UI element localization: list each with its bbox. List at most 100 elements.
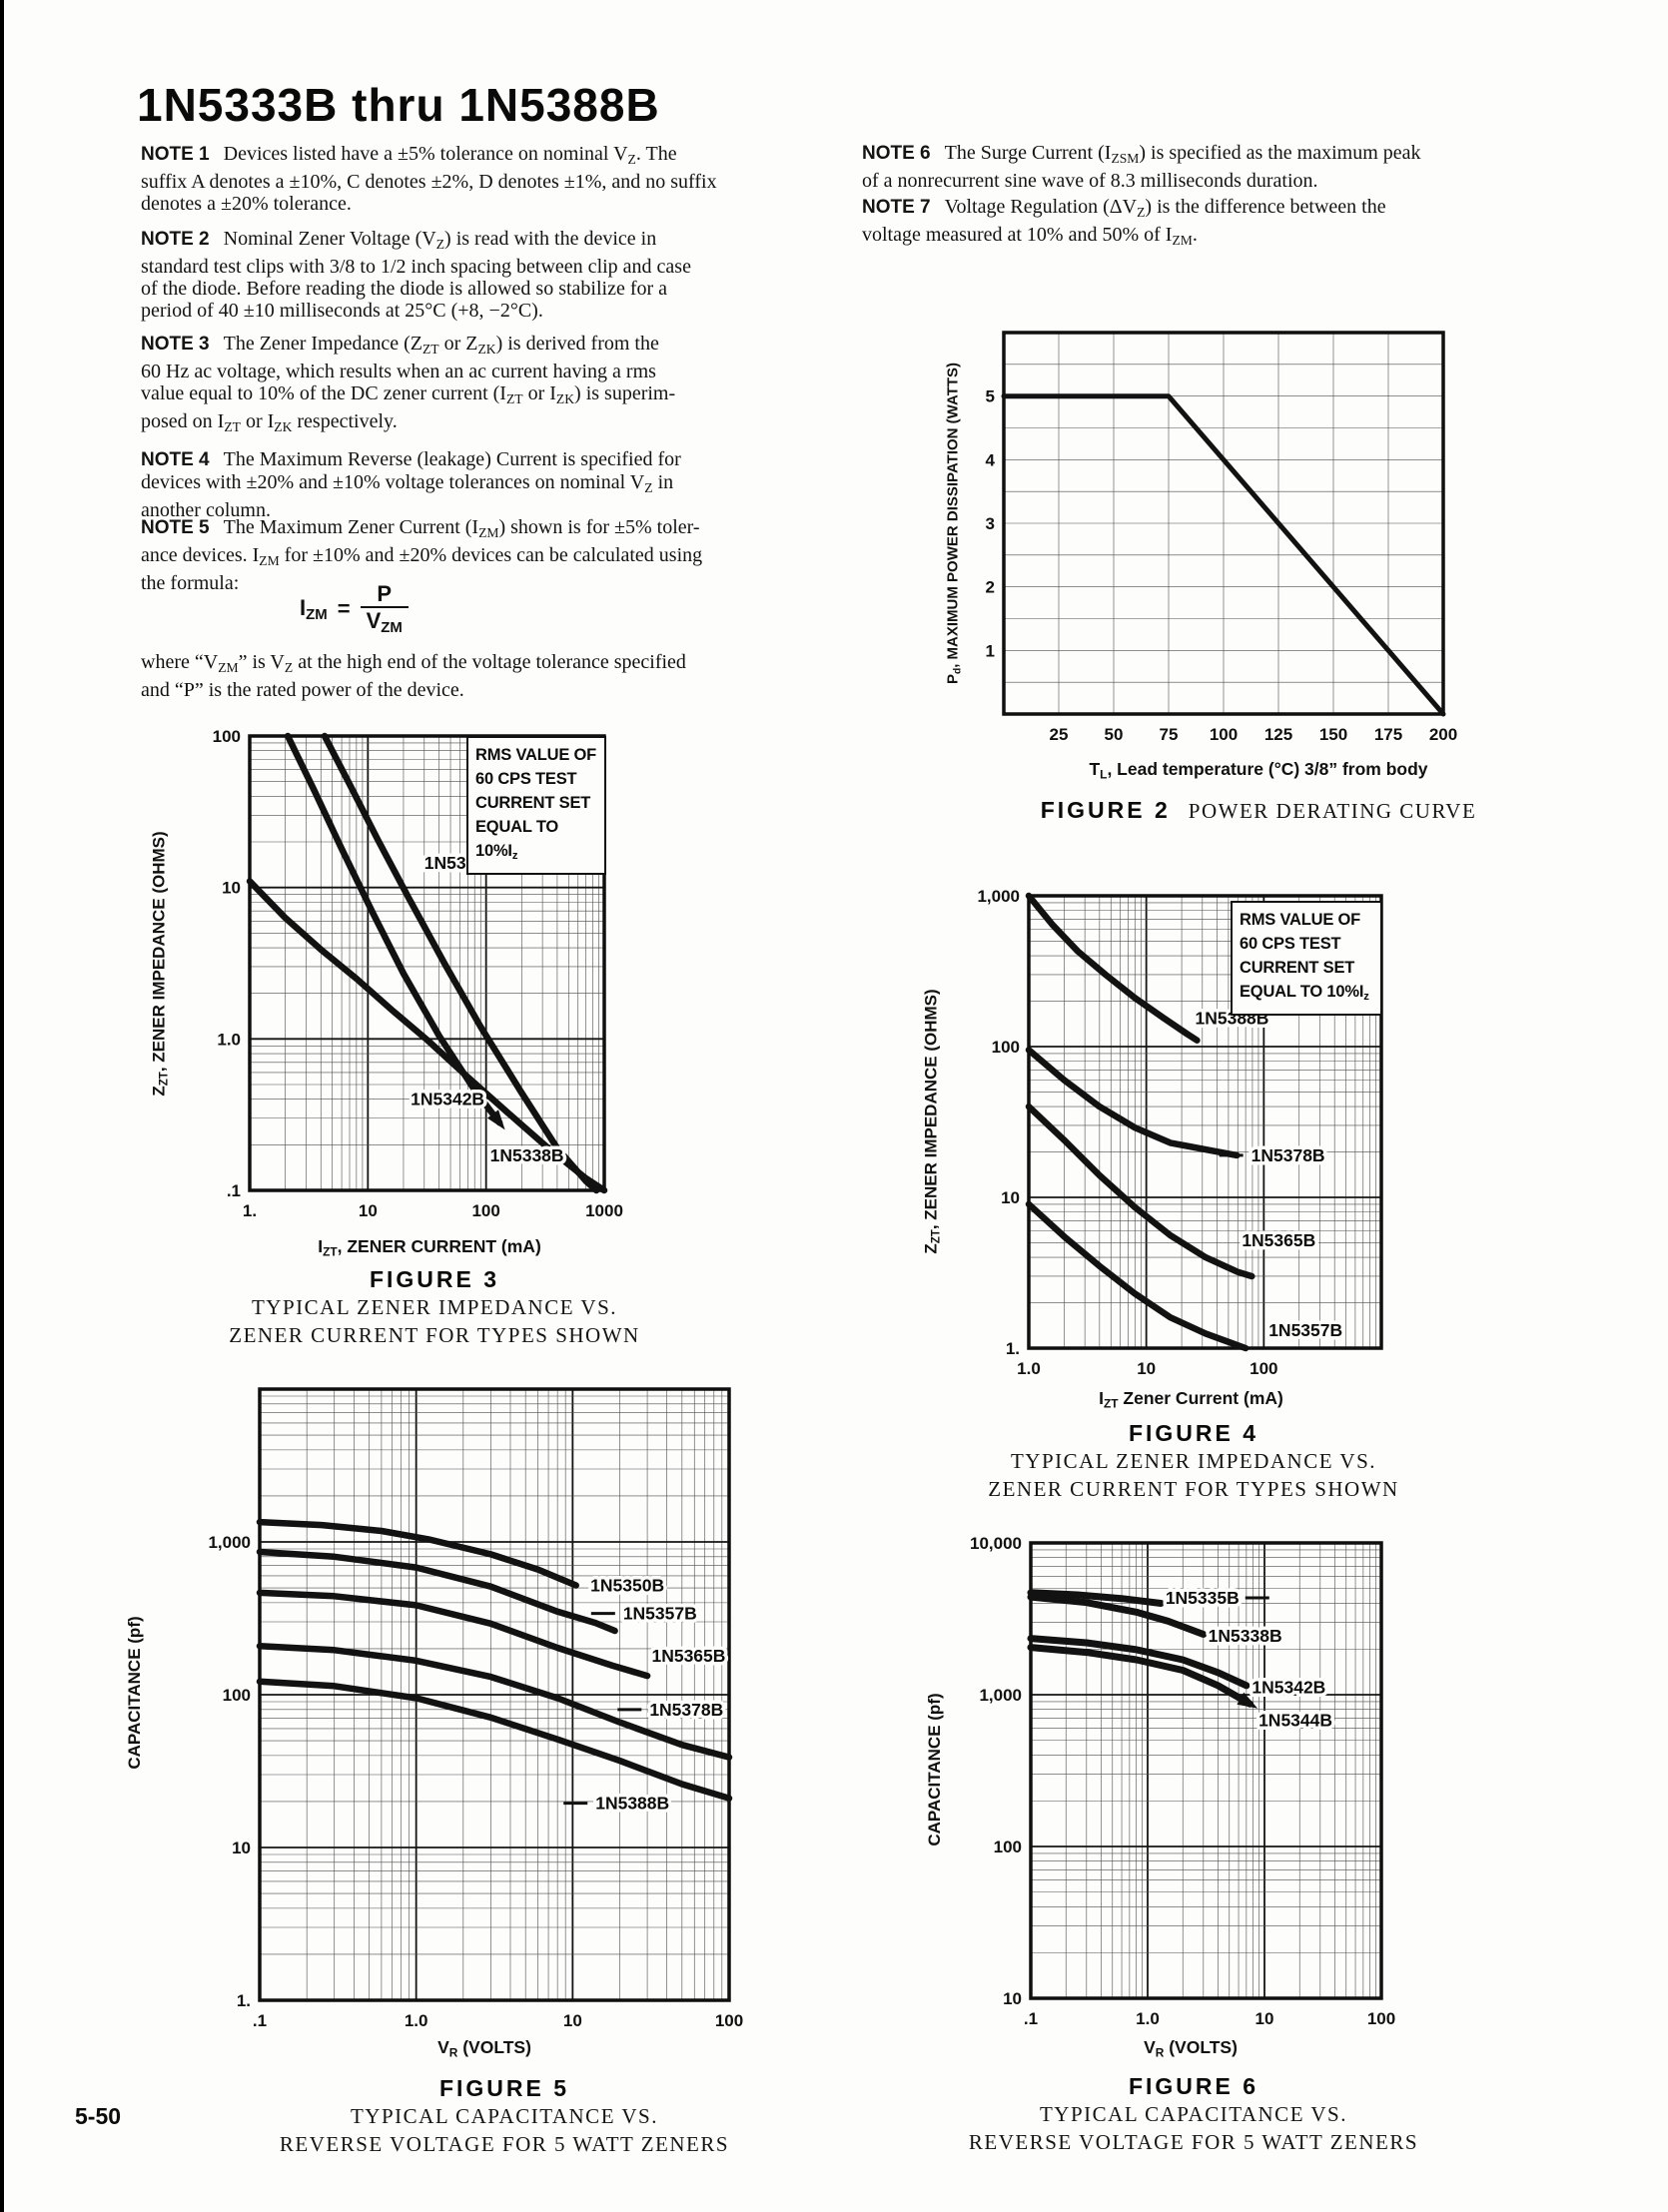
figure-5-title-line2: REVERSE VOLTAGE FOR 5 WATT ZENERS <box>279 2132 730 2156</box>
formula-lhs: IZM <box>300 594 328 624</box>
y-tick-label: 1.0 <box>217 1030 241 1049</box>
figure-6-x-axis-label: VR (VOLTS) <box>1144 2037 1238 2060</box>
y-tick-label: 100 <box>994 1838 1022 1856</box>
figure-5-number: FIGURE 5 <box>438 2075 570 2101</box>
y-tick-label: 1 <box>986 641 995 660</box>
curve-label-1N5365B: 1N5365B <box>651 1646 725 1666</box>
formula-equals: = <box>337 595 351 621</box>
y-tick-label: 10 <box>232 1839 251 1857</box>
figure-2-chart: 25 50 75 100 125 150 175 200 1 2 3 4 5 <box>986 331 1457 744</box>
curve-label-1N5344B: 1N5344B <box>1258 1710 1332 1730</box>
curve-label-1N5357B: 1N5357B <box>623 1604 697 1624</box>
figure-5-chart: .1 1.0 10 100 1,000 100 10 1. 1N5350B 1N5357B 1N53… <box>208 1387 743 2030</box>
y-tick-label: 10 <box>222 879 241 898</box>
plot-frame <box>1029 1541 1383 2000</box>
figure-3-test-condition-note: RMS VALUE OF 60 CPS TEST CURRENT SET EQUAL … <box>466 736 606 876</box>
curve-label-1N5350B: 1N5350B <box>590 1575 664 1595</box>
note-1-label: NOTE 1 <box>141 144 210 165</box>
note-4-label: NOTE 4 <box>141 449 210 470</box>
curve-1N5357B <box>256 1548 618 1635</box>
plot-frame <box>1027 894 1383 1350</box>
formula-numerator: P <box>377 581 393 606</box>
curve-1N5378B <box>1025 1047 1241 1159</box>
curve-label-1N5342B: 1N5342B <box>411 1090 484 1109</box>
x-tick-label: 100 <box>715 2011 743 2030</box>
curve-1N5335B <box>1027 1589 1165 1607</box>
curve-1N5365B <box>256 1589 651 1680</box>
note-3: NOTE 3 The Zener Impedance (ZZT or ZZK) i… <box>141 333 824 437</box>
plot-frame <box>258 1387 731 2002</box>
formula-fraction: P VZM <box>360 581 409 636</box>
curve-1N5388B <box>256 1678 733 1802</box>
note-4: NOTE 4 The Maximum Reverse (leakage) Curr… <box>141 448 824 521</box>
x-tick-label: 150 <box>1319 725 1347 744</box>
figure-6-title-line2: REVERSE VOLTAGE FOR 5 WATT ZENERS <box>968 2130 1419 2154</box>
note-6-text: The Surge Current (IZSM) is specified as… <box>862 142 1421 192</box>
figure-5-x-axis-label: VR (VOLTS) <box>437 2037 531 2060</box>
figure-3-caption: FIGURE 3 TYPICAL ZENER IMPEDANCE VS. ZEN… <box>180 1266 689 1349</box>
curve-label-1N5335B: 1N5335B <box>1166 1588 1240 1608</box>
note-7: NOTE 7 Voltage Regulation (ΔVZ) is the di… <box>862 196 1555 252</box>
figure-5-caption: FIGURE 5 TYPICAL CAPACITANCE VS. REVERSE… <box>205 2075 804 2158</box>
figure-2-title: POWER DERATING CURVE <box>1188 799 1477 823</box>
figure-2-number: FIGURE 2 <box>1040 797 1171 823</box>
note-4-text: The Maximum Reverse (leakage) Current is… <box>141 448 681 521</box>
x-tick-label: 1.0 <box>405 2011 428 2030</box>
figure-6-y-axis-label: CAPACITANCE (pf) <box>925 1693 944 1846</box>
note-2: NOTE 2 Nominal Zener Voltage (VZ) is read… <box>141 228 824 322</box>
y-tick-label: 100 <box>213 727 241 746</box>
note-3-text: The Zener Impedance (ZZT or ZZK) is deri… <box>141 333 676 434</box>
curve-label-1N5342B: 1N5342B <box>1251 1678 1325 1698</box>
note-7-text: Voltage Regulation (ΔVZ) is the differen… <box>862 196 1386 248</box>
note-5-label: NOTE 5 <box>141 517 210 538</box>
curve-1N5342B <box>246 878 608 1194</box>
x-tick-label: 100 <box>1250 1359 1277 1378</box>
curve-label-1N5357B: 1N5357B <box>1268 1320 1342 1340</box>
figure-3-title-line2: ZENER CURRENT FOR TYPES SHOWN <box>229 1323 640 1347</box>
curve-1N5388B <box>1025 892 1201 1044</box>
x-tick-label: 100 <box>1367 2009 1395 2028</box>
y-tick-label: 2 <box>986 578 995 597</box>
y-tick-label: 1,000 <box>208 1533 251 1552</box>
curve-label-1N5338B: 1N5338B <box>1209 1626 1282 1646</box>
figure-6-title-line1: TYPICAL CAPACITANCE VS. <box>1039 2102 1347 2126</box>
x-tick-label: 10 <box>563 2011 582 2030</box>
figure-6-number: FIGURE 6 <box>1128 2073 1259 2099</box>
figure-2-caption: FIGURE 2 POWER DERATING CURVE <box>974 797 1543 825</box>
curve-label-1N5378B: 1N5378B <box>649 1700 723 1720</box>
note-1-text: Devices listed have a ±5% tolerance on n… <box>141 143 717 215</box>
note-6: NOTE 6 The Surge Current (IZSM) is specif… <box>862 142 1555 192</box>
curve-1N5365B <box>1025 1103 1255 1280</box>
curve-label-1N5378B: 1N5378B <box>1251 1145 1325 1165</box>
figure-5-title-line1: TYPICAL CAPACITANCE VS. <box>350 2104 658 2128</box>
y-tick-label: 1,000 <box>977 887 1020 906</box>
figure-4-number: FIGURE 4 <box>1128 1420 1259 1446</box>
formula-denominator: VZM <box>360 606 409 636</box>
y-tick-label: .1 <box>227 1181 241 1200</box>
x-tick-label: 200 <box>1429 725 1457 744</box>
y-tick-label: 10,000 <box>970 1534 1022 1553</box>
x-tick-label: 50 <box>1105 725 1124 744</box>
x-tick-label: 100 <box>1210 725 1238 744</box>
figure-6-chart: .1 1.0 10 100 10,000 1,000 100 10 1N5335B 1N5338B… <box>970 1534 1395 2028</box>
note-7-label: NOTE 7 <box>862 197 931 218</box>
figure-2-y-axis-label: Pd, MAXIMUM POWER DISSIPATION (WATTS) <box>944 362 964 685</box>
figure-6-caption: FIGURE 6 TYPICAL CAPACITANCE VS. REVERSE… <box>959 2073 1428 2156</box>
figure-5-y-axis-label: CAPACITANCE (pf) <box>125 1616 144 1770</box>
x-tick-label: .1 <box>1024 2009 1038 2028</box>
figure-3-x-axis-label: IZT, ZENER CURRENT (mA) <box>318 1236 541 1259</box>
note-2-label: NOTE 2 <box>141 229 210 250</box>
page-number: 5-50 <box>75 2103 122 2129</box>
figure-4-title-line1: TYPICAL ZENER IMPEDANCE VS. <box>1010 1449 1376 1473</box>
figure-4-caption: FIGURE 4 TYPICAL ZENER IMPEDANCE VS. ZEN… <box>959 1420 1428 1503</box>
figure-4-title-line2: ZENER CURRENT FOR TYPES SHOWN <box>988 1477 1399 1501</box>
figure-2-x-axis-label: TL, Lead temperature (°C) 3/8” from body <box>1089 759 1428 782</box>
y-tick-label: 10 <box>1001 1188 1020 1207</box>
note-6-label: NOTE 6 <box>862 143 931 164</box>
x-tick-label: .1 <box>253 2011 267 2030</box>
y-tick-label: 1. <box>237 1991 251 2010</box>
curve-arrowhead-1N5344B <box>1237 1692 1258 1709</box>
figure-3-title-line1: TYPICAL ZENER IMPEDANCE VS. <box>251 1295 617 1319</box>
note-2-text: Nominal Zener Voltage (VZ) is read with … <box>141 228 691 322</box>
